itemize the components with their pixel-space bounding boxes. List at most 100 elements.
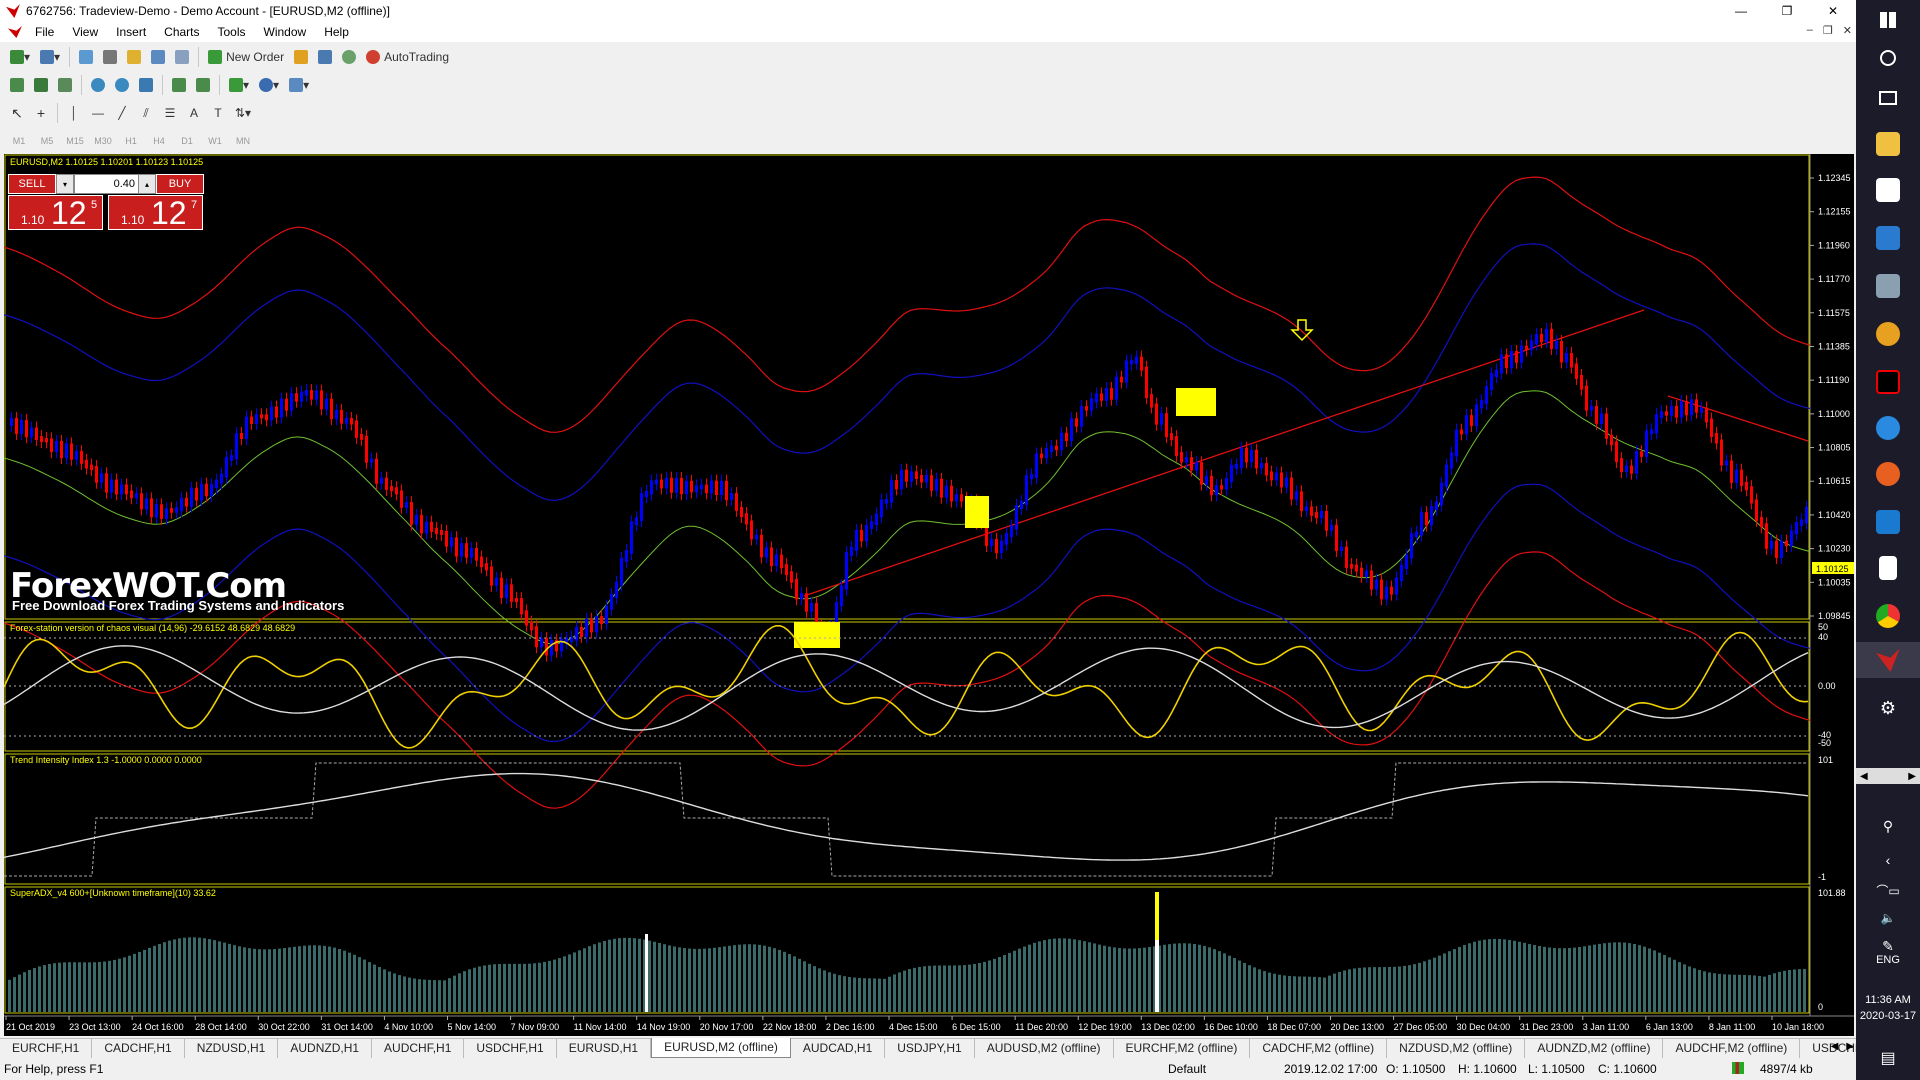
periods-button[interactable]: ▾ [255, 74, 283, 96]
new-chart-button[interactable]: ▾ [6, 46, 34, 68]
edge-icon[interactable] [1856, 410, 1920, 446]
chart-tab[interactable]: USDJPY,H1 [885, 1039, 975, 1058]
bid-price[interactable]: 1.10 12 5 [8, 195, 103, 231]
coin-app-icon[interactable] [1856, 316, 1920, 352]
show-hidden-icons-icon[interactable]: ‹ [1885, 852, 1891, 868]
new-order-button[interactable]: New Order [204, 46, 288, 68]
people-icon[interactable]: ⚲ [1882, 817, 1894, 834]
chart-tab[interactable]: AUDCHF,M2 (offline) [1663, 1039, 1801, 1058]
menu-help[interactable]: Help [324, 25, 349, 39]
netflix-icon[interactable] [1856, 364, 1920, 400]
chart-tab[interactable]: CADCHF,M2 (offline) [1250, 1039, 1388, 1058]
chart-tab[interactable]: EURUSD,M2 (offline) [651, 1038, 791, 1058]
pinned-app-icon[interactable] [1856, 220, 1920, 256]
line-chart-button[interactable] [54, 74, 76, 96]
text-button[interactable]: A [189, 106, 198, 120]
timeframe-m1[interactable]: M1 [12, 136, 26, 146]
chart-tab[interactable]: AUDUSD,M2 (offline) [975, 1039, 1114, 1058]
chart-window[interactable]: 1.12345 1.12155 1.11960 1.11770 1.11575 1.113… [4, 154, 1854, 1036]
clock-time[interactable]: 11:36 AM [1865, 994, 1911, 1006]
text-label-button[interactable]: T [214, 106, 222, 120]
chart-tab[interactable]: EURUSD,H1 [557, 1039, 652, 1058]
terminal-button[interactable] [147, 46, 169, 68]
indicators-button[interactable]: ▾ [225, 74, 253, 96]
sell-button[interactable]: SELL [8, 174, 56, 194]
zoom-out-button[interactable] [111, 74, 133, 96]
minimize-button[interactable]: — [1735, 4, 1747, 18]
child-close-icon[interactable]: ✕ [1842, 25, 1852, 37]
restore-button[interactable]: ❐ [1781, 4, 1793, 18]
strategy-tester-button[interactable] [171, 46, 193, 68]
notifications-icon[interactable]: ▤ [1880, 1050, 1896, 1067]
data-window-button[interactable] [99, 46, 121, 68]
close-button[interactable]: ✕ [1827, 4, 1839, 18]
tile-windows-button[interactable] [135, 74, 157, 96]
autotrading-button[interactable]: AutoTrading [362, 46, 453, 68]
chart-tab[interactable]: EURCHF,M2 (offline) [1114, 1039, 1251, 1058]
windows-start-icon[interactable] [1856, 2, 1920, 38]
auto-scroll-button[interactable] [168, 74, 190, 96]
chart-tab[interactable]: USDCHF,H1 [464, 1039, 557, 1058]
mail-icon[interactable] [1856, 504, 1920, 540]
document-icon[interactable] [1856, 550, 1920, 586]
cursor-button[interactable]: ↖ [11, 104, 23, 121]
buy-button[interactable]: BUY [156, 174, 204, 194]
file-explorer-icon[interactable] [1856, 126, 1920, 162]
zoom-in-button[interactable] [87, 74, 109, 96]
menu-charts[interactable]: Charts [164, 25, 200, 39]
timeframe-m5[interactable]: M5 [40, 136, 54, 146]
menu-window[interactable]: Window [263, 25, 307, 39]
lot-decrease-button[interactable]: ▾ [56, 174, 74, 194]
menu-file[interactable]: File [35, 25, 55, 39]
chart-tab[interactable]: AUDNZD,M2 (offline) [1525, 1039, 1664, 1058]
chart-tab[interactable]: AUDCAD,H1 [791, 1039, 886, 1058]
arrows-button[interactable]: ⇅▾ [235, 106, 252, 120]
pen-icon[interactable]: ✎ [1882, 937, 1894, 954]
metaeditor-button[interactable] [290, 46, 312, 68]
lot-increase-button[interactable]: ▴ [138, 174, 156, 194]
language-indicator[interactable]: ENG [1876, 954, 1900, 966]
settings-gear-icon[interactable]: ⚙ [1879, 697, 1897, 718]
profiles-button[interactable]: ▾ [36, 46, 64, 68]
tray-scroll-icon[interactable]: ◀ ▶ [1856, 768, 1920, 784]
chrome-icon[interactable] [1856, 598, 1920, 634]
task-view-icon[interactable] [1856, 80, 1920, 116]
navigator-button[interactable] [123, 46, 145, 68]
chart-tab[interactable]: EURCHF,H1 [0, 1039, 93, 1058]
volume-muted-icon[interactable]: 🔈 [1880, 911, 1896, 925]
templates-button[interactable]: ▾ [285, 74, 313, 96]
signals-button[interactable] [314, 46, 336, 68]
timeframe-h1[interactable]: H1 [125, 136, 137, 146]
chart-tab[interactable]: NZDUSD,M2 (offline) [1387, 1039, 1526, 1058]
candlestick-button[interactable] [30, 74, 52, 96]
timeframe-mn[interactable]: MN [236, 136, 250, 146]
market-button[interactable] [338, 46, 360, 68]
bar-chart-button[interactable] [6, 74, 28, 96]
clock-date[interactable]: 2020-03-17 [1859, 1010, 1917, 1022]
menu-insert[interactable]: Insert [116, 25, 147, 39]
horizontal-line-button[interactable]: — [92, 106, 104, 120]
timeframe-w1[interactable]: W1 [208, 136, 222, 146]
timeframe-d1[interactable]: D1 [181, 136, 193, 146]
chart-shift-button[interactable] [192, 74, 214, 96]
lot-size-input[interactable]: 0.40 [74, 174, 140, 194]
menu-view[interactable]: View [72, 25, 99, 39]
metatrader-taskbar-icon[interactable] [1856, 642, 1920, 678]
chart-tab[interactable]: AUDNZD,H1 [278, 1039, 373, 1058]
chart-tab[interactable]: AUDCHF,H1 [372, 1039, 465, 1058]
ask-price[interactable]: 1.10 12 7 [108, 195, 203, 231]
tab-scroll-right-icon[interactable]: ▶ [1846, 1041, 1854, 1052]
timeframe-h4[interactable]: H4 [153, 136, 165, 146]
firefox-icon[interactable] [1856, 456, 1920, 492]
trendline-button[interactable]: ╱ [118, 106, 126, 120]
fibonacci-button[interactable]: ☰ [164, 106, 176, 120]
crosshair-button[interactable]: + [36, 105, 46, 121]
remote-desktop-icon[interactable] [1856, 268, 1920, 304]
timeframe-m15[interactable]: M15 [66, 136, 84, 146]
market-watch-button[interactable] [75, 46, 97, 68]
store-icon[interactable] [1856, 172, 1920, 208]
chart-tab[interactable]: NZDUSD,H1 [185, 1039, 279, 1058]
cortana-icon[interactable] [1856, 40, 1920, 76]
connection-status-icon[interactable] [1732, 1062, 1744, 1074]
menu-tools[interactable]: Tools [217, 25, 246, 39]
